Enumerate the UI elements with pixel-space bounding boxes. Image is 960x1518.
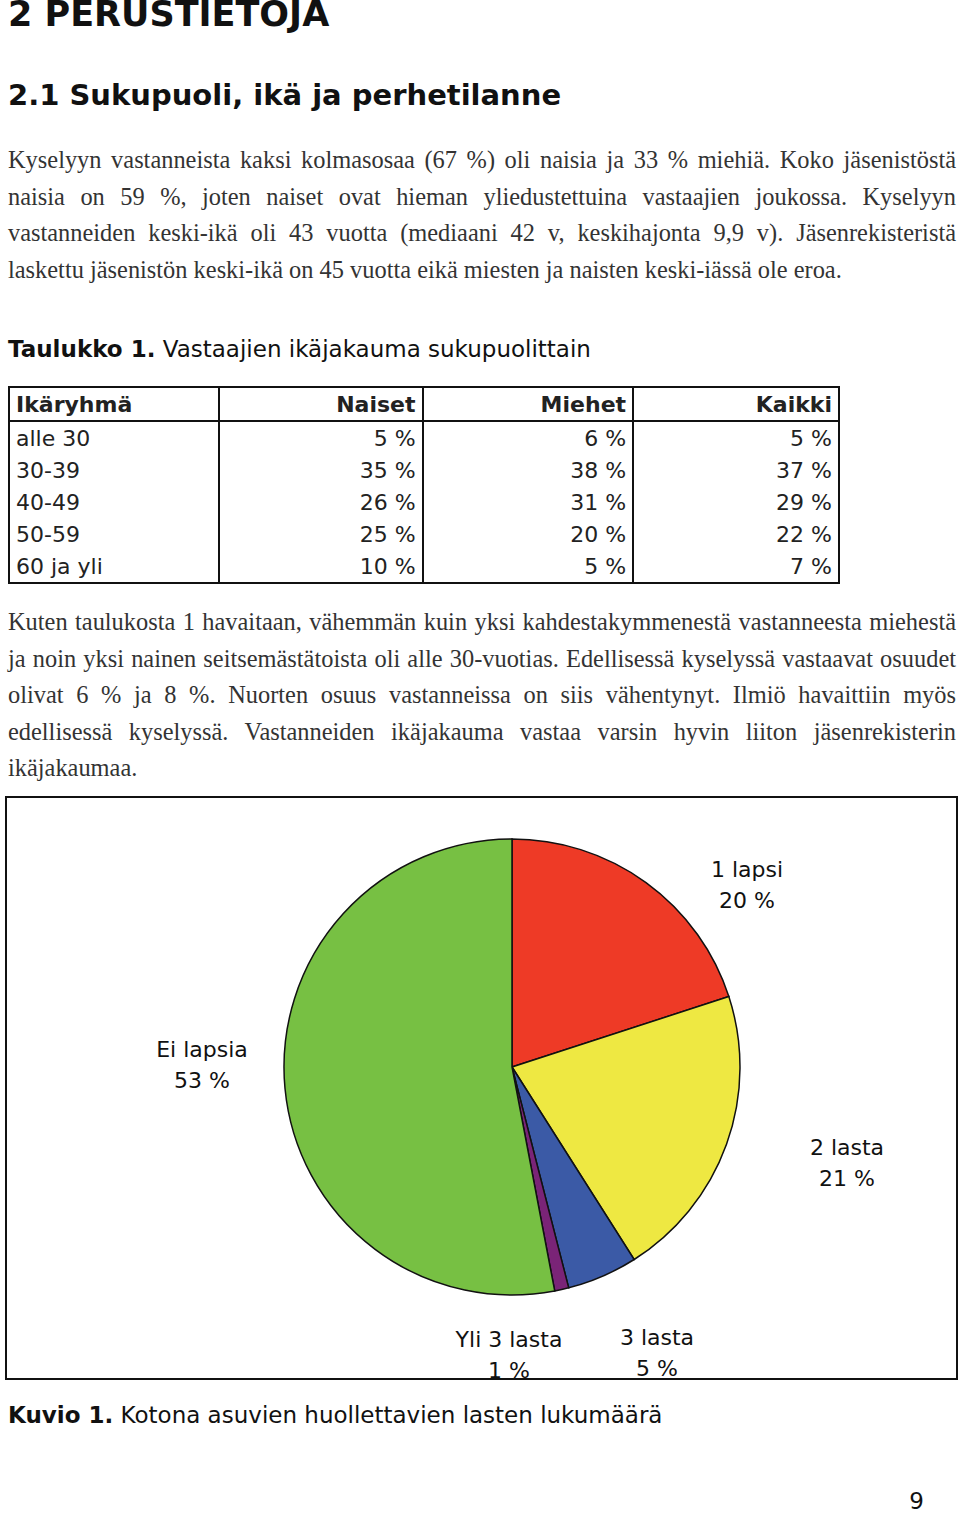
html-text:Kuvio 1. Kotona asuvien huolle: Kuvio 1. Kotona asuvien huollettavien la…: [8, 1402, 663, 1428]
html-text:Kyselyyn vastanneista kaksi ko: Kyselyyn vastanneista kaksi kolmasosaa (…: [8, 146, 956, 283]
html-text:60 ja yli: 60 ja yli: [16, 553, 103, 579]
html-text:35 %: 35 %: [359, 457, 416, 483]
html-text:Naiset: Naiset: [336, 391, 416, 417]
html-text:6 %: 6 %: [584, 425, 627, 451]
svg-text:Yli 3 lasta1 %: Yli 3 lasta1 %: [455, 1327, 563, 1378]
html-text:10 %: 10 %: [359, 553, 416, 579]
html-text:alle 30: alle 30: [16, 425, 91, 451]
html-text:5 %: 5 %: [790, 425, 832, 451]
html-text:Kaikki: Kaikki: [755, 391, 832, 417]
html-text:20 %: 20 %: [570, 521, 627, 547]
svg-text:2 lasta21 %: 2 lasta21 %: [810, 1135, 884, 1191]
html-text:Taulukko 1. Vastaajien ikäjaka: Taulukko 1. Vastaajien ikäjakauma sukupu…: [8, 336, 591, 362]
svg-text:3 lasta5 %: 3 lasta5 %: [620, 1325, 694, 1378]
html-text:7 %: 7 %: [790, 553, 832, 579]
html-text:37 %: 37 %: [776, 457, 832, 483]
html-text:31 %: 31 %: [570, 489, 627, 515]
svg-text:Ei lapsia53 %: Ei lapsia53 %: [156, 1037, 248, 1093]
html-text:2.1 Sukupuoli, ikä ja perhetil: 2.1 Sukupuoli, ikä ja perhetilanne: [8, 78, 562, 112]
html-text:9: 9: [909, 1488, 924, 1514]
html-text:Ikäryhmä: Ikäryhmä: [16, 391, 133, 417]
html-text:30-39: 30-39: [16, 457, 80, 483]
html-text:26 %: 26 %: [359, 489, 416, 515]
html-text:50-59: 50-59: [16, 521, 80, 547]
html-text:40-49: 40-49: [16, 489, 80, 515]
html-text:Miehet: Miehet: [540, 391, 627, 417]
html-text:29 %: 29 %: [776, 489, 832, 515]
svg-text:1 lapsi20 %: 1 lapsi20 %: [711, 857, 783, 913]
html-text:5 %: 5 %: [584, 553, 627, 579]
html-text:22 %: 22 %: [776, 521, 832, 547]
html-text:25 %: 25 %: [359, 521, 416, 547]
html-text:Kuten taulukosta 1 havaitaan,: Kuten taulukosta 1 havaitaan, vähemmän k…: [8, 608, 956, 782]
html-text:5 %: 5 %: [373, 425, 416, 451]
html-text:38 %: 38 %: [570, 457, 627, 483]
